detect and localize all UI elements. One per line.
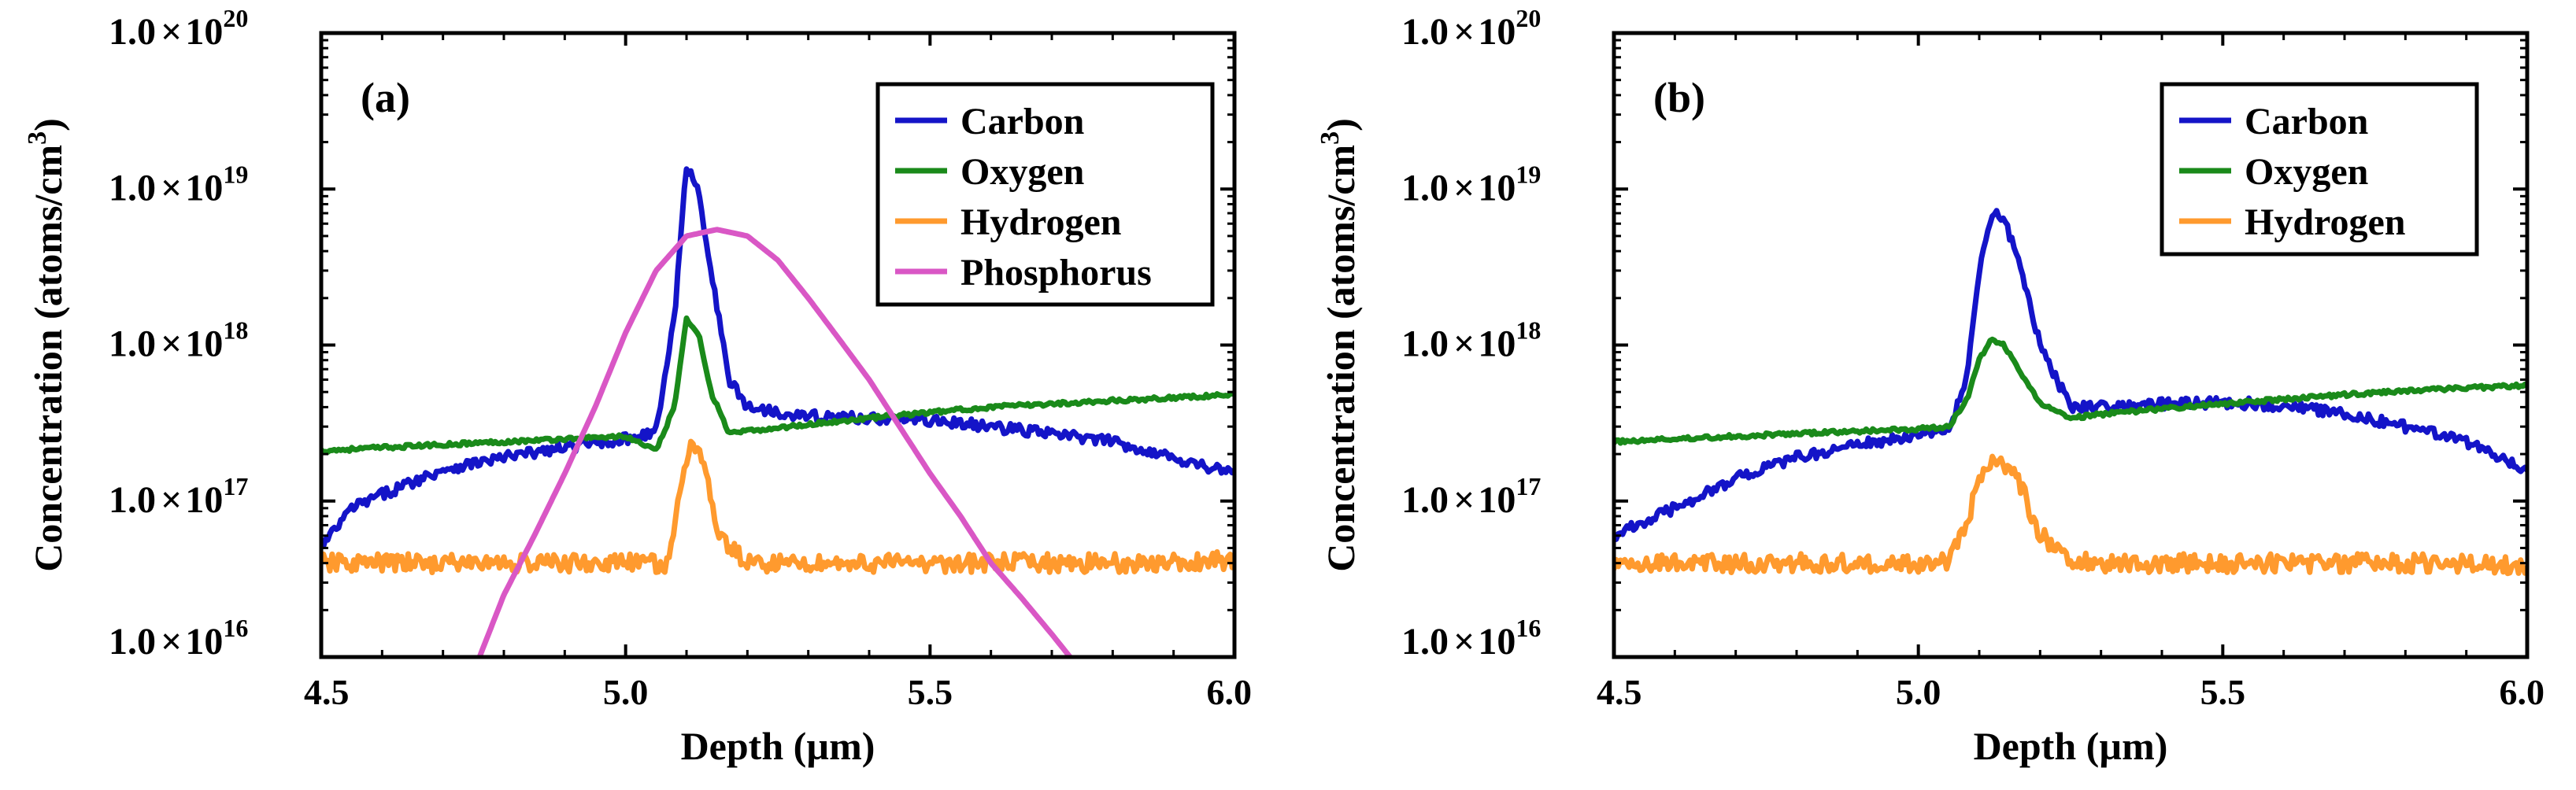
y-tick-times: × [1453, 621, 1475, 663]
x-tick-label: 4.5 [304, 672, 350, 712]
y-tick-mantissa: 1.0 [1401, 479, 1449, 521]
y-tick-times: × [1453, 323, 1475, 365]
y-tick-label: 1.0 ×1020 [109, 4, 248, 53]
y-tick-exponent: 19 [223, 160, 248, 188]
y-axis-label-main: Concentration (atoms/cm [1319, 145, 1363, 572]
y-tick-base: 10 [1478, 621, 1516, 663]
y-tick-base: 10 [185, 621, 223, 663]
panel-label: (a) [361, 74, 410, 121]
y-tick-mantissa: 1.0 [1401, 11, 1449, 53]
legend-label-carbon: Carbon [960, 101, 1084, 142]
y-tick-label: 1.0 ×1017 [1401, 472, 1541, 521]
legend-label-phosphorus: Phosphorus [960, 252, 1152, 293]
legend-label-oxygen: Oxygen [2245, 151, 2368, 193]
y-tick-exponent: 16 [1516, 614, 1541, 642]
y-tick-base: 10 [185, 167, 223, 209]
y-tick-exponent: 16 [223, 614, 248, 642]
x-tick-label: 6.0 [2500, 672, 2545, 712]
y-tick-label: 1.0 ×1019 [1401, 160, 1541, 209]
y-axis-label-sup: 3 [23, 131, 52, 145]
y-tick-exponent: 18 [223, 316, 248, 345]
y-tick-label: 1.0 ×1016 [109, 614, 248, 663]
legend-label-hydrogen: Hydrogen [960, 201, 1121, 243]
y-tick-mantissa: 1.0 [109, 621, 156, 663]
y-tick-times: × [161, 167, 182, 209]
y-tick-times: × [161, 323, 182, 365]
y-tick-exponent: 20 [1516, 4, 1541, 32]
y-tick-times: × [161, 11, 182, 53]
legend: Carbon Oxygen Hydrogen Phosphorus [875, 82, 1215, 307]
x-tick-label: 5.5 [908, 672, 953, 712]
series-line-hydrogen [1614, 453, 2527, 577]
legend-label-carbon: Carbon [2245, 101, 2368, 142]
series-group [321, 166, 1234, 657]
series-line-phosphorus [476, 227, 1073, 657]
y-tick-base: 10 [1478, 479, 1516, 521]
y-axis-label-close: ) [26, 118, 70, 131]
y-tick-base: 10 [1478, 323, 1516, 365]
y-tick-mantissa: 1.0 [109, 167, 156, 209]
y-tick-exponent: 19 [1516, 160, 1541, 188]
y-tick-mantissa: 1.0 [109, 11, 156, 53]
y-tick-label: 1.0 ×1019 [109, 160, 248, 209]
y-tick-base: 10 [1478, 167, 1516, 209]
y-tick-times: × [161, 479, 182, 521]
y-tick-exponent: 20 [223, 4, 248, 32]
y-tick-label: 1.0 ×1017 [109, 472, 248, 521]
y-tick-exponent: 18 [1516, 316, 1541, 345]
y-axis-label-main: Concentration (atoms/cm [26, 145, 70, 572]
y-tick-label: 1.0 ×1018 [109, 316, 248, 365]
y-tick-times: × [1453, 167, 1475, 209]
y-tick-base: 10 [185, 479, 223, 521]
y-tick-exponent: 17 [1516, 472, 1541, 500]
y-tick-label: 1.0 ×1018 [1401, 316, 1541, 365]
y-tick-mantissa: 1.0 [1401, 167, 1449, 209]
y-tick-times: × [1453, 479, 1475, 521]
series-line-hydrogen [321, 438, 1234, 575]
legend-label-hydrogen: Hydrogen [2245, 201, 2405, 243]
series-line-oxygen [1614, 336, 2527, 446]
x-tick-label: 5.5 [2200, 672, 2246, 712]
y-tick-times: × [161, 621, 182, 663]
y-tick-mantissa: 1.0 [1401, 323, 1449, 365]
y-tick-mantissa: 1.0 [109, 479, 156, 521]
y-axis-label-sup: 3 [1316, 131, 1345, 145]
series-line-carbon [1614, 208, 2527, 543]
y-tick-label: 1.0 ×1016 [1401, 614, 1541, 663]
y-tick-mantissa: 1.0 [109, 323, 156, 365]
series-line-oxygen [321, 315, 1234, 456]
x-tick-label: 5.0 [1896, 672, 1941, 712]
series-group [1614, 208, 2527, 577]
y-tick-base: 10 [185, 323, 223, 365]
series-line-carbon [321, 166, 1234, 549]
y-tick-base: 10 [1478, 11, 1516, 53]
x-tick-label: 5.0 [603, 672, 649, 712]
y-axis-label-close: ) [1319, 118, 1363, 131]
y-tick-mantissa: 1.0 [1401, 621, 1449, 663]
x-tick-label: 4.5 [1597, 672, 1642, 712]
panel-label: (b) [1653, 74, 1705, 121]
legend: Carbon Oxygen Hydrogen [2160, 82, 2479, 257]
legend-label-oxygen: Oxygen [960, 151, 1084, 193]
y-axis-label: Concentration (atoms/cm3) [23, 118, 70, 572]
y-tick-label: 1.0 ×1020 [1401, 4, 1541, 53]
y-tick-base: 10 [185, 11, 223, 53]
y-tick-times: × [1453, 11, 1475, 53]
x-tick-label: 6.0 [1207, 672, 1253, 712]
x-axis-label: Depth (µm) [681, 724, 875, 768]
x-axis-label: Depth (µm) [1974, 724, 2168, 768]
y-tick-exponent: 17 [223, 472, 248, 500]
y-axis-label: Concentration (atoms/cm3) [1316, 118, 1363, 572]
